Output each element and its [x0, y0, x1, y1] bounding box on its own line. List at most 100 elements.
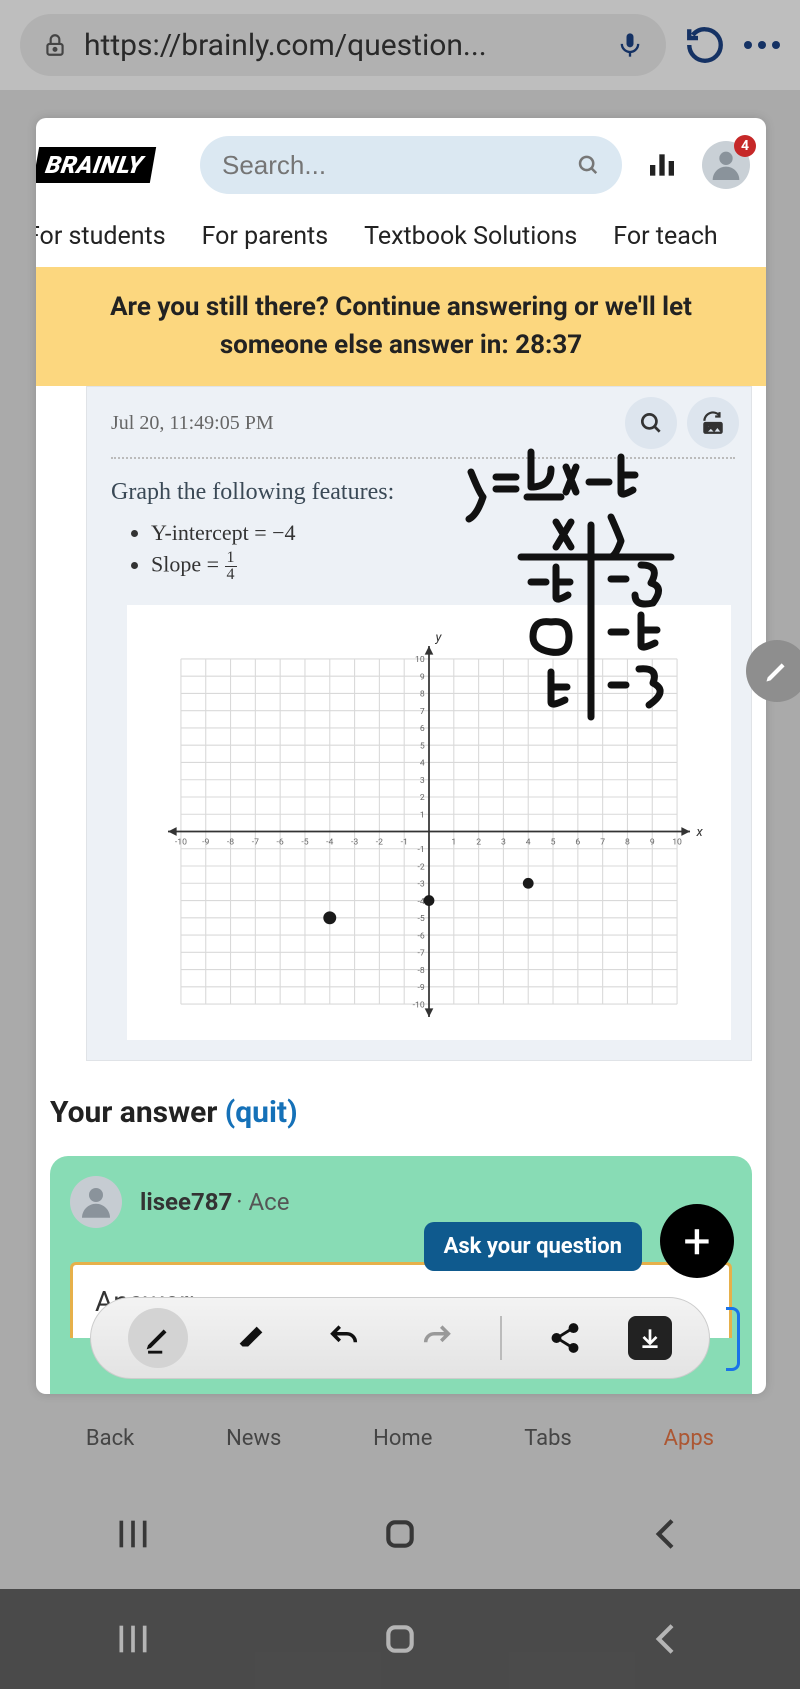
- answerer-name[interactable]: lisee787: [140, 1188, 232, 1216]
- download-button[interactable]: [628, 1316, 672, 1360]
- reload-icon[interactable]: [684, 24, 726, 66]
- pen-tool[interactable]: [128, 1308, 188, 1368]
- label-back[interactable]: Back: [86, 1426, 134, 1451]
- svg-text:-9: -9: [417, 983, 424, 993]
- search-input[interactable]: [222, 150, 576, 181]
- timer-value: 28:37: [515, 330, 582, 360]
- svg-text:-9: -9: [202, 838, 209, 848]
- system-nav-lower: [0, 1589, 800, 1689]
- svg-text:-4: -4: [326, 838, 333, 848]
- label-tabs[interactable]: Tabs: [524, 1426, 572, 1451]
- question-timestamp: Jul 20, 11:49:05 PM: [111, 412, 615, 435]
- answerer-avatar[interactable]: [70, 1176, 122, 1228]
- svg-text:-2: -2: [417, 863, 424, 873]
- svg-text:9: 9: [420, 673, 425, 683]
- ask-question-button[interactable]: Ask your question: [424, 1222, 642, 1271]
- search-icon: [576, 152, 600, 178]
- svg-text:-6: -6: [417, 932, 424, 942]
- svg-text:-5: -5: [301, 838, 308, 848]
- svg-text:-10: -10: [413, 1001, 425, 1011]
- crop-handle[interactable]: [726, 1307, 740, 1371]
- svg-text:-3: -3: [417, 880, 424, 890]
- svg-text:8: 8: [420, 690, 425, 700]
- undo-button[interactable]: [314, 1308, 374, 1368]
- back-icon-2[interactable]: [647, 1619, 687, 1659]
- tab-teachers[interactable]: For teach: [613, 222, 717, 251]
- svg-text:6: 6: [420, 725, 425, 735]
- question-refresh-image-button[interactable]: [687, 397, 739, 449]
- question-card: Jul 20, 11:49:05 PM Graph the following …: [86, 386, 752, 1061]
- recents-icon-2[interactable]: [113, 1619, 153, 1659]
- svg-text:-8: -8: [227, 838, 234, 848]
- timeout-banner: Are you still there? Continue answering …: [36, 267, 766, 386]
- address-pill[interactable]: https://brainly.com/question...: [20, 14, 666, 76]
- quit-link[interactable]: (quit): [225, 1095, 298, 1130]
- tab-textbook[interactable]: Textbook Solutions: [364, 222, 577, 251]
- svg-text:7: 7: [420, 707, 425, 717]
- browser-bottom-labels: Back News Home Tabs Apps: [0, 1426, 800, 1451]
- svg-text:-8: -8: [417, 966, 424, 976]
- label-news[interactable]: News: [226, 1426, 281, 1451]
- recents-icon[interactable]: [113, 1514, 153, 1554]
- svg-text:x: x: [695, 825, 703, 840]
- svg-text:2: 2: [476, 838, 481, 848]
- toolbar-divider: [500, 1316, 502, 1360]
- mic-icon[interactable]: [616, 27, 644, 63]
- svg-text:-1: -1: [401, 838, 408, 848]
- graph-area: -10 -9 -8 -7 -6 -5 -4 -3 -2 -1 1 2 3 4 5 6 7 8 9 10 -10 -9 -8 -…: [127, 605, 731, 1040]
- brainly-logo[interactable]: BRAINLY: [36, 147, 156, 183]
- back-icon[interactable]: [647, 1514, 687, 1554]
- svg-text:7: 7: [600, 838, 605, 848]
- svg-text:2: 2: [420, 794, 425, 804]
- svg-text:5: 5: [420, 742, 425, 752]
- svg-text:-2: -2: [376, 838, 383, 848]
- svg-text:9: 9: [650, 838, 655, 848]
- redo-button[interactable]: [407, 1308, 467, 1368]
- svg-text:-1: -1: [417, 845, 424, 855]
- system-nav-upper: [0, 1489, 800, 1579]
- svg-text:-10: -10: [175, 838, 187, 848]
- stats-icon[interactable]: [646, 149, 678, 181]
- add-fab[interactable]: +: [660, 1204, 734, 1278]
- svg-text:-5: -5: [417, 914, 424, 924]
- home-icon-2[interactable]: [380, 1619, 420, 1659]
- share-button[interactable]: [535, 1308, 595, 1368]
- lock-icon: [42, 30, 68, 60]
- edge-pen-button[interactable]: [746, 640, 800, 702]
- tab-students[interactable]: For students: [36, 222, 166, 251]
- svg-text:6: 6: [575, 838, 580, 848]
- annotation-toolbar: [90, 1297, 710, 1379]
- svg-text:-7: -7: [417, 949, 424, 959]
- address-url: https://brainly.com/question...: [84, 28, 600, 63]
- tab-parents[interactable]: For parents: [202, 222, 329, 251]
- browser-address-bar: https://brainly.com/question...: [0, 0, 800, 90]
- home-icon[interactable]: [380, 1514, 420, 1554]
- app-header: BRAINLY 4: [36, 118, 766, 212]
- svg-text:-7: -7: [252, 838, 259, 848]
- svg-text:8: 8: [625, 838, 630, 848]
- eraser-tool[interactable]: [221, 1308, 281, 1368]
- your-answer-heading: Your answer (quit): [36, 1061, 766, 1150]
- nav-tabs: For students For parents Textbook Soluti…: [36, 212, 766, 267]
- svg-text:10: 10: [672, 838, 682, 848]
- svg-text:5: 5: [551, 838, 556, 848]
- svg-text:-4: -4: [417, 897, 424, 907]
- screenshot-panel: BRAINLY 4 For students For parents Textb…: [36, 118, 766, 1394]
- menu-dots-icon[interactable]: [744, 41, 780, 49]
- search-field[interactable]: [200, 136, 622, 194]
- label-apps[interactable]: Apps: [664, 1426, 714, 1451]
- answerer-rank: · Ace: [236, 1188, 289, 1216]
- question-prompt: Graph the following features:: [87, 469, 751, 512]
- svg-text:10: 10: [415, 656, 425, 666]
- svg-text:4: 4: [420, 759, 425, 769]
- svg-text:-3: -3: [351, 838, 358, 848]
- question-search-button[interactable]: [625, 397, 677, 449]
- profile-avatar[interactable]: 4: [702, 141, 750, 189]
- svg-text:3: 3: [420, 776, 425, 786]
- svg-text:-6: -6: [277, 838, 284, 848]
- label-home[interactable]: Home: [373, 1426, 432, 1451]
- svg-text:4: 4: [526, 838, 531, 848]
- svg-text:1: 1: [451, 838, 456, 848]
- svg-text:y: y: [434, 631, 442, 646]
- question-bullets: Y-intercept = −4 Slope = 14: [87, 512, 751, 597]
